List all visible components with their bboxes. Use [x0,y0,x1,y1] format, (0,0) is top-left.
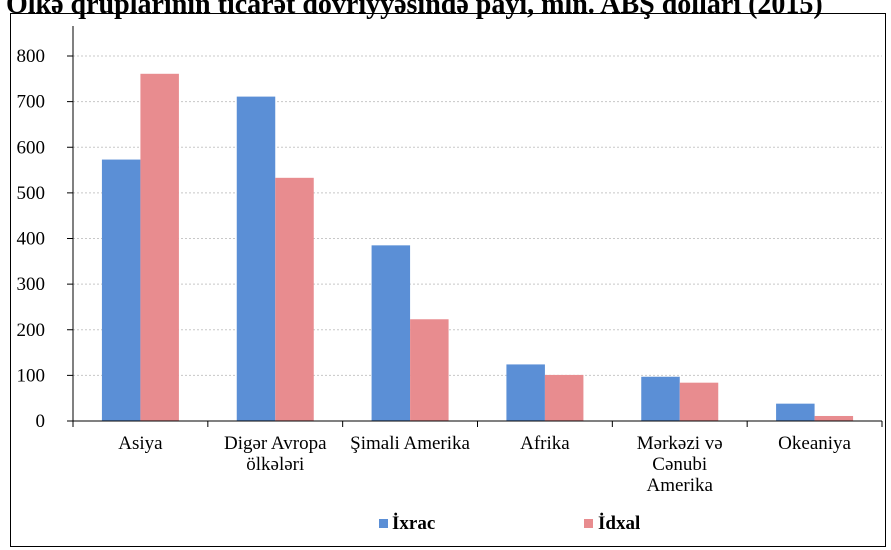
bar-import-2 [410,319,449,421]
x-category-label: Okeaniya [778,433,851,454]
bar-export-1 [236,96,276,421]
y-tick-label: 300 [17,274,46,295]
bar-export-4 [641,376,680,421]
y-tick-label: 400 [17,229,46,250]
y-axis-ticks: 0 100 200 300 400 500 600 700 800 [17,46,46,432]
bar-import-4 [679,382,719,421]
y-tick-label: 200 [17,320,46,341]
axes [67,26,883,427]
y-tick-label: 500 [17,183,46,204]
legend: İxrac İdxal [379,513,640,534]
legend-label-export: İxrac [392,513,435,534]
bars [101,73,854,421]
bar-export-3 [506,364,545,421]
bar-import-1 [275,177,314,421]
y-tick-label: 0 [36,411,46,432]
y-tick-label: 800 [17,46,46,67]
legend-swatch-import [584,519,593,528]
bar-export-0 [101,159,141,421]
bar-import-3 [544,374,584,421]
chart-title: Ölkə qruplarının ticarət dövriyyəsində p… [6,0,823,20]
y-tick-label: 600 [17,137,46,158]
x-category-label: Mərkəzi və Cənubi Amerika [637,433,723,496]
bar-import-5 [814,415,854,421]
x-category-label: Digər Avropa ölkələri [224,433,327,475]
x-category-label: Şimali Amerika [350,433,470,454]
x-category-label: Asiya [118,433,163,454]
chart-area [10,13,886,547]
y-tick-label: 100 [17,365,46,386]
bar-export-2 [371,245,411,421]
gridlines [73,55,882,376]
x-axis-labels: Asiya Digər Avropa ölkələri Şimali Amerika A… [118,433,851,496]
bar-import-0 [140,73,179,421]
x-category-label: Afrika [520,433,570,454]
bar-export-5 [776,403,815,421]
legend-swatch-export [379,519,388,528]
y-tick-label: 700 [17,92,46,113]
legend-label-import: İdxal [598,513,640,534]
